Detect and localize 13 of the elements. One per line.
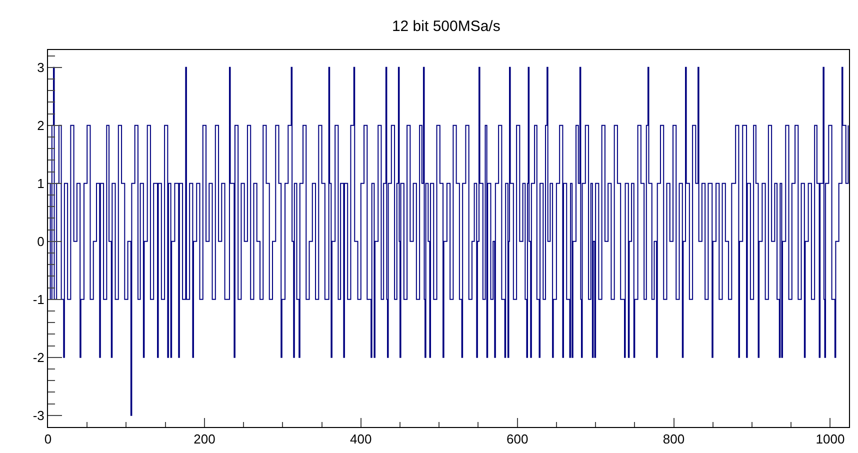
x-tick-label: 800	[662, 432, 685, 447]
chart-title: 12 bit 500MSa/s	[392, 18, 500, 35]
x-tick-label: 1000	[816, 432, 845, 447]
x-tick-label: 200	[194, 432, 216, 447]
x-tick-label: 400	[350, 432, 372, 447]
y-tick-label: -3	[32, 408, 44, 423]
y-tick-label: 2	[37, 118, 44, 133]
y-tick-label: 0	[37, 234, 44, 249]
y-tick-label: -2	[32, 350, 44, 365]
y-tick-label: -1	[32, 292, 44, 307]
x-tick-label: 600	[506, 432, 528, 447]
y-tick-label: 1	[37, 176, 44, 191]
y-tick-label: 3	[37, 60, 44, 75]
